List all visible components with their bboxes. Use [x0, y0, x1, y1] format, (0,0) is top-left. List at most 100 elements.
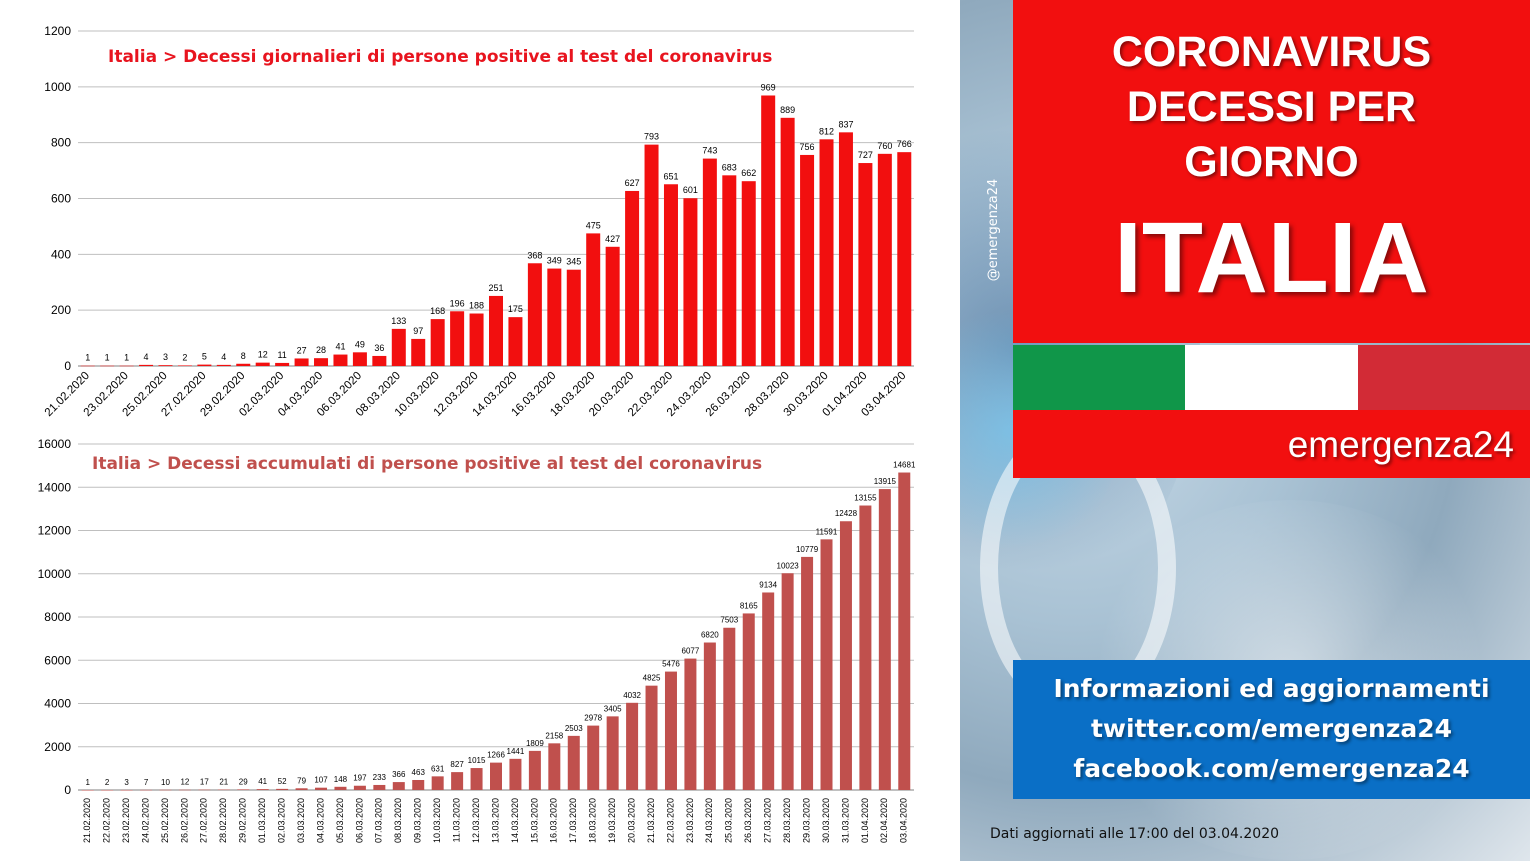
cumulative-y-tick-label: 2000: [44, 740, 71, 754]
daily-bar: [177, 365, 192, 366]
daily-data-label: 133: [391, 316, 406, 326]
cumulative-bar: [373, 784, 386, 790]
daily-bar: [255, 362, 270, 366]
cumulative-x-tick-label: 08.03.2020: [393, 798, 403, 843]
daily-bar: [644, 144, 659, 366]
brand-bar: emergenza24: [1013, 410, 1530, 478]
daily-data-label: 349: [547, 256, 562, 266]
cumulative-y-tick-label: 0: [64, 783, 71, 797]
cumulative-bar: [81, 789, 94, 791]
cumulative-x-tick-label: 12.03.2020: [471, 798, 481, 843]
daily-bar: [314, 358, 329, 366]
cumulative-bar: [567, 735, 580, 790]
daily-data-label: 1: [105, 353, 110, 363]
daily-data-label: 168: [430, 306, 445, 316]
brand-name: emergenza24: [1287, 424, 1514, 465]
cumulative-x-tick-label: 21.03.2020: [646, 798, 656, 843]
cumulative-bar: [703, 642, 716, 790]
daily-data-label: 27: [297, 345, 307, 355]
daily-data-label: 3: [163, 352, 168, 362]
cumulative-data-label: 7: [144, 778, 149, 787]
cumulative-y-tick-label: 8000: [44, 610, 71, 624]
daily-data-label: 36: [374, 343, 384, 353]
daily-bar: [100, 365, 115, 367]
cumulative-bar: [878, 489, 891, 790]
info-twitter-link[interactable]: twitter.com/emergenza24: [1090, 714, 1453, 743]
daily-bar: [605, 246, 620, 366]
info-box: Informazioni ed aggiornamenti twitter.co…: [1013, 660, 1530, 799]
cumulative-y-tick-label: 10000: [38, 567, 72, 581]
cumulative-data-label: 17: [200, 778, 209, 787]
daily-bar: [761, 95, 776, 367]
cumulative-bar: [684, 658, 697, 790]
daily-data-label: 889: [780, 105, 795, 115]
info-line-1: Informazioni ed aggiornamenti: [1053, 674, 1490, 703]
cumulative-bar: [742, 613, 755, 790]
daily-data-label: 49: [355, 339, 365, 349]
daily-data-label: 683: [722, 162, 737, 172]
daily-data-label: 196: [450, 298, 465, 308]
cumulative-bar: [334, 786, 347, 790]
update-note: Dati aggiornati alle 17:00 del 03.04.202…: [990, 826, 1280, 842]
cumulative-x-tick-label: 29.03.2020: [801, 798, 811, 843]
daily-data-label: 662: [741, 168, 756, 178]
daily-bar: [469, 313, 484, 366]
title-line-2: DECESSI PER: [1126, 83, 1417, 131]
daily-data-label: 627: [625, 178, 640, 188]
cumulative-bar: [470, 768, 483, 790]
italian-flag: [1013, 345, 1530, 410]
info-facebook-link[interactable]: facebook.com/emergenza24: [1073, 754, 1470, 783]
cumulative-x-tick-label: 02.04.2020: [879, 798, 889, 843]
cumulative-data-label: 233: [373, 773, 387, 782]
cumulative-x-tick-label: 10.03.2020: [432, 798, 442, 843]
cumulative-data-label: 10023: [777, 561, 800, 570]
daily-data-label: 368: [527, 250, 542, 260]
cumulative-bar: [451, 772, 464, 790]
cumulative-data-label: 79: [297, 776, 306, 785]
daily-bar: [216, 364, 231, 366]
cumulative-bar: [839, 521, 852, 790]
cumulative-x-tick-label: 22.02.2020: [102, 798, 112, 843]
daily-bar: [547, 268, 562, 366]
daily-bar: [527, 263, 542, 366]
cumulative-x-tick-label: 14.03.2020: [510, 798, 520, 843]
daily-data-label: 97: [413, 326, 423, 336]
cumulative-data-label: 12: [180, 778, 189, 787]
charts-svg: 0 200 400 600 800 1000 1200 Italia > Decessi gi…: [38, 24, 916, 843]
cumulative-x-tick-label: 13.03.2020: [490, 798, 500, 843]
cumulative-data-label: 21: [219, 778, 228, 787]
cumulative-data-label: 1015: [468, 756, 486, 765]
title-line-3: GIORNO: [1184, 138, 1359, 186]
cumulative-data-label: 6077: [682, 647, 700, 656]
cumulative-x-tick-label: 22.03.2020: [665, 798, 675, 843]
cumulative-x-tick-label: 24.02.2020: [140, 798, 150, 843]
daily-bar: [294, 358, 309, 366]
daily-bar: [197, 364, 212, 366]
cumulative-bar: [256, 789, 269, 790]
cumulative-x-tick-label: 03.04.2020: [899, 798, 909, 843]
cumulative-data-label: 13915: [874, 477, 897, 486]
title-box: CORONAVIRUS DECESSI PER GIORNO ITALIA: [1013, 0, 1530, 343]
daily-data-label: 1: [124, 353, 129, 363]
cumulative-x-tick-label: 27.03.2020: [763, 798, 773, 843]
daily-data-label: 651: [663, 171, 678, 181]
daily-bar: [333, 354, 348, 366]
cumulative-x-tick-label: 06.03.2020: [354, 798, 364, 843]
cumulative-bar: [762, 592, 775, 790]
daily-y-tick-label: 600: [51, 192, 71, 206]
cumulative-bar: [178, 789, 191, 791]
daily-bar: [275, 362, 290, 366]
daily-bar: [663, 184, 678, 366]
cumulative-data-label: 1441: [507, 747, 525, 756]
daily-y-tick-label: 200: [51, 303, 71, 317]
cumulative-data-label: 463: [412, 768, 426, 777]
daily-bar: [139, 364, 154, 366]
cumulative-data-label: 29: [239, 777, 248, 786]
daily-data-label: 727: [858, 150, 873, 160]
cumulative-bar: [723, 627, 736, 790]
cumulative-data-label: 1266: [487, 751, 505, 760]
cumulative-data-label: 3: [124, 778, 129, 787]
cumulative-x-tick-label: 23.02.2020: [121, 798, 131, 843]
cumulative-data-label: 148: [334, 775, 348, 784]
cumulative-bar: [412, 779, 425, 790]
